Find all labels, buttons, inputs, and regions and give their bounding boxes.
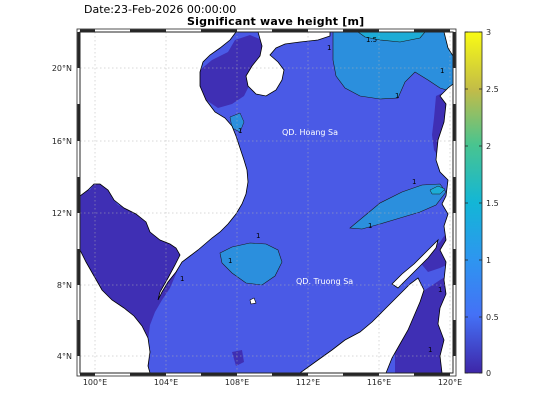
- colorbar-tick-label: 1: [486, 256, 491, 265]
- contour-label: 1: [412, 178, 416, 186]
- colorbar-tick-label: 2.5: [486, 85, 499, 94]
- annotation-truong-sa: QD. Truong Sa: [296, 277, 353, 286]
- lon-tick-label: 112°E: [296, 378, 320, 387]
- contour-label: 1: [440, 67, 444, 75]
- lon-tick-label: 116°E: [367, 378, 391, 387]
- contour-label: 1: [438, 286, 442, 294]
- contour-label: 1: [256, 232, 260, 240]
- contour-label: 1: [228, 257, 232, 265]
- wave-region-northcore: [357, 32, 426, 43]
- map-frame: [76, 28, 457, 377]
- wave-region-central-core: [429, 185, 446, 195]
- contour-label: 1: [180, 275, 184, 283]
- colorbar-tick-label: 0.5: [486, 313, 499, 322]
- land-natuna: [249, 297, 257, 305]
- land-palawan: [391, 238, 439, 289]
- lon-tick-label: 108°E: [225, 378, 249, 387]
- lat-tick-label: 8°N: [57, 281, 72, 290]
- colorbar-tick-label: 3: [486, 28, 491, 37]
- lat-tick-label: 12°N: [52, 209, 72, 218]
- colorbar-tick-label: 0: [486, 369, 491, 378]
- lon-tick-label: 120°E: [438, 378, 462, 387]
- contour-label: 1: [327, 44, 331, 52]
- land-taiwan: [443, 32, 453, 57]
- lon-tick-label: 100°E: [83, 378, 107, 387]
- contour-label: 1: [395, 92, 399, 100]
- colorbar-tick-labels: 3 2.5 2 1.5 1 0.5 0: [486, 28, 499, 378]
- lon-tick-labels: 100°E 104°E 108°E 112°E 116°E 120°E: [83, 378, 462, 387]
- wave-region-tonkin: [200, 35, 268, 108]
- land-malay-peninsula: [80, 249, 151, 373]
- wave-region-luzon-lee: [418, 228, 453, 272]
- wave-region-south-shelf: [232, 350, 244, 366]
- lon-tick-label: 104°E: [154, 378, 178, 387]
- map-area: 1.5 1 1 1 1 1 1 1 1 1 1 1 QD. Hoang Sa Q…: [80, 32, 453, 373]
- map-title: Significant wave height [m]: [187, 15, 365, 28]
- lat-tick-labels: 20°N 16°N 12°N 8°N 4°N: [52, 64, 72, 361]
- lat-tick-label: 20°N: [52, 64, 72, 73]
- lat-tick-label: 4°N: [57, 352, 72, 361]
- lat-tick-label: 16°N: [52, 137, 72, 146]
- contour-label: 1: [238, 127, 242, 135]
- date-label: Date:23-Feb-2026 00:00:00: [84, 3, 237, 16]
- contour-label: 1.5: [366, 36, 377, 44]
- wave-region-south: [219, 242, 283, 286]
- graticule: [80, 32, 453, 373]
- contour-label: 1: [368, 222, 372, 230]
- colorbar-tick-label: 1.5: [486, 199, 499, 208]
- colorbar: 3 2.5 2 1.5 1 0.5 0: [464, 28, 499, 378]
- land-philippines: [435, 32, 453, 373]
- colorbar-tick-label: 2: [486, 142, 491, 151]
- land-mainland: [80, 32, 249, 301]
- contour-label: 1: [428, 346, 432, 354]
- annotation-hoang-sa: QD. Hoang Sa: [282, 128, 338, 137]
- land-leizhou-hainan: [245, 32, 331, 97]
- colorbar-gradient: [464, 31, 483, 374]
- wave-region-central: [349, 183, 447, 230]
- land-borneo: [299, 277, 425, 373]
- wave-region-southeast: [395, 272, 453, 373]
- contour-labels: 1.5 1 1 1 1 1 1 1 1 1 1 1: [180, 36, 444, 354]
